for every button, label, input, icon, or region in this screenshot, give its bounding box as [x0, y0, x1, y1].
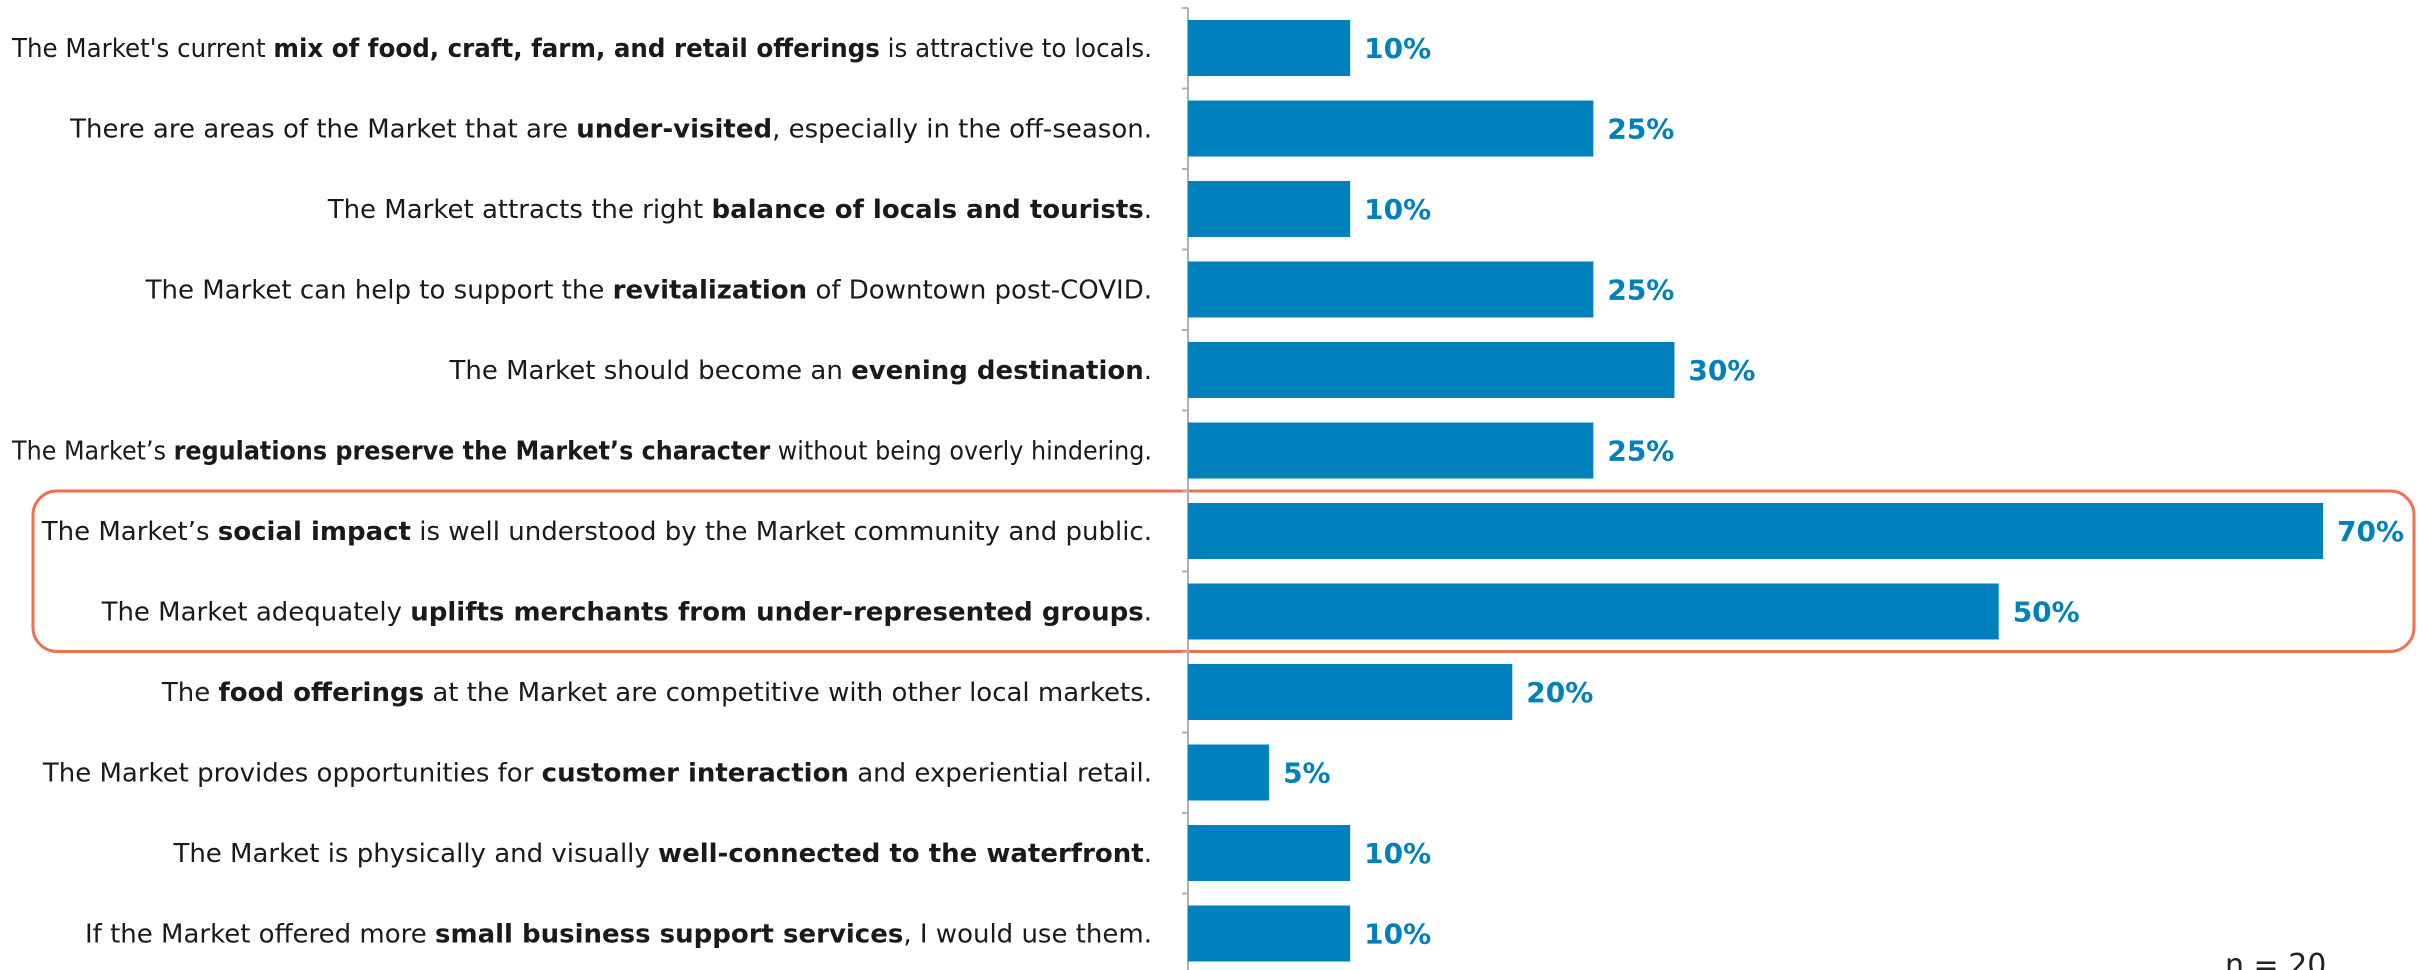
bar [1188, 261, 1594, 318]
value-label: 25% [1607, 274, 1674, 307]
bar [1188, 342, 1675, 398]
category-label: The Market can help to support the revit… [145, 276, 1152, 306]
category-label: The Market’s social impact is well under… [41, 517, 1152, 547]
value-label: 10% [1364, 193, 1431, 226]
value-labels: 10% 25% 10% 25% 30% 25% 70% 50% 20% 5% 10% 10% [1283, 32, 2404, 951]
bar [1188, 422, 1594, 479]
category-label: If the Market offered more small busines… [85, 920, 1152, 950]
category-label: The Market adequately uplifts merchants … [101, 598, 1152, 628]
value-label: 20% [1526, 676, 1593, 709]
value-label: 50% [2013, 596, 2080, 629]
value-label: 30% [1688, 354, 1755, 387]
category-label: There are areas of the Market that are u… [69, 115, 1152, 145]
bar [1188, 825, 1351, 881]
category-label: The food offerings at the Market are com… [161, 678, 1152, 708]
category-label: The Market is physically and visually we… [172, 839, 1152, 869]
value-label: 25% [1607, 113, 1674, 146]
value-label: 10% [1364, 918, 1431, 951]
category-label: The Market’s regulations preserve the Ma… [11, 437, 1152, 467]
highlight-box [31, 489, 2416, 653]
value-label: 70% [2337, 515, 2404, 548]
category-label: The Market should become an evening dest… [448, 356, 1152, 386]
bar [1188, 905, 1351, 962]
category-label: The Market's current mix of food, craft,… [11, 34, 1152, 64]
category-label: The Market provides opportunities for cu… [42, 759, 1152, 789]
bar [1188, 100, 1594, 157]
bar [1188, 664, 1513, 720]
bar [1188, 20, 1351, 76]
value-label: 10% [1364, 32, 1431, 65]
value-label: 10% [1364, 837, 1431, 870]
category-labels: The Market's current mix of food, craft,… [11, 34, 1152, 950]
value-label: 25% [1607, 435, 1674, 468]
sample-size-note: n = 20 [2225, 948, 2326, 970]
bar [1188, 583, 1999, 640]
bar [1188, 181, 1351, 237]
category-label: The Market attracts the right balance of… [327, 195, 1152, 225]
bar [1188, 744, 1270, 801]
value-label: 5% [1283, 757, 1331, 790]
axis-ticks [1182, 7, 1188, 895]
bar [1188, 503, 2323, 559]
bars [1188, 20, 2323, 962]
